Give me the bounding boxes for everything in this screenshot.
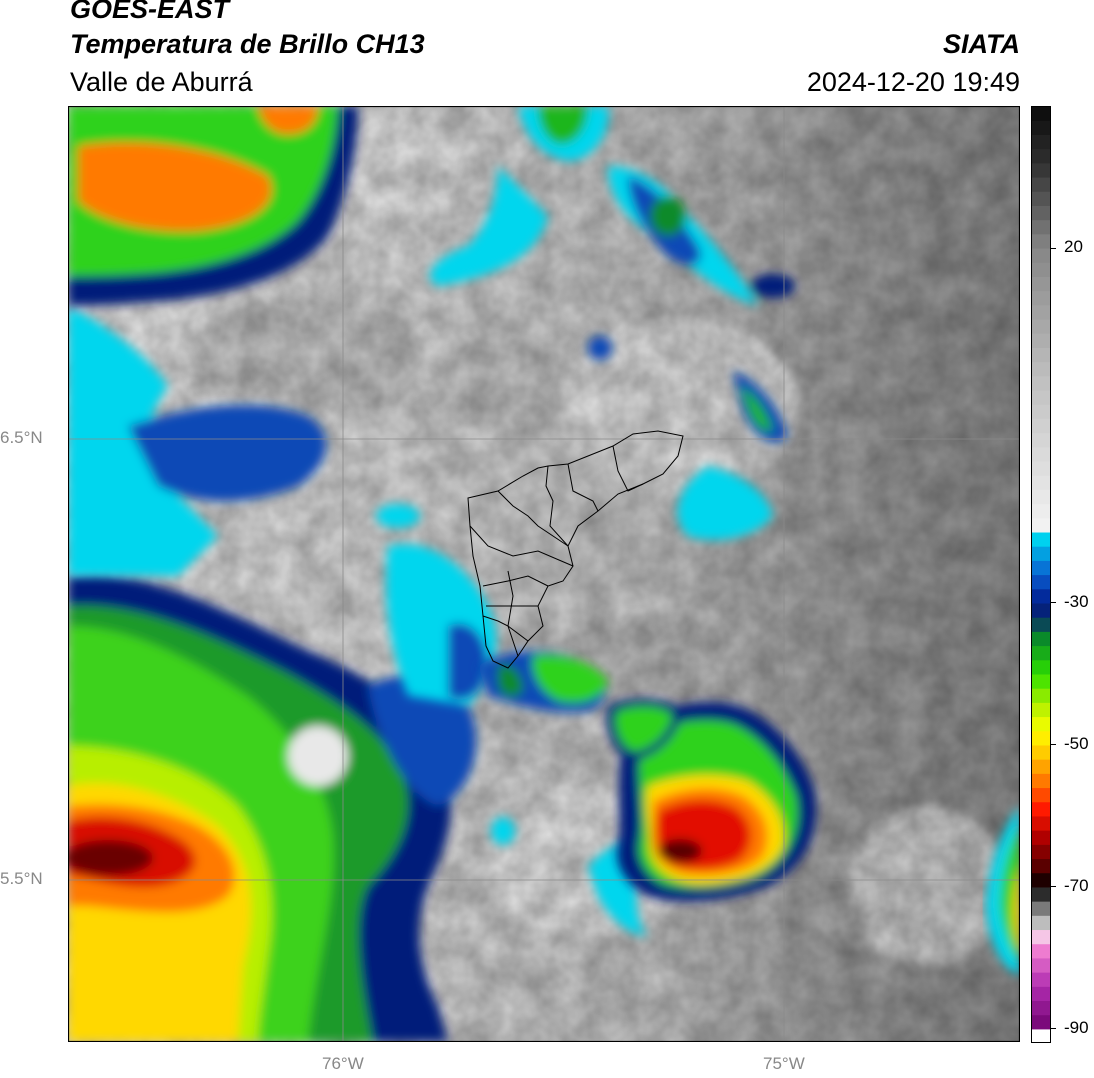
colorbar-segment <box>1031 1028 1051 1043</box>
colorbar-segment <box>1031 233 1051 249</box>
colorbar-tick-mark <box>1051 602 1056 604</box>
colorbar-segment <box>1031 830 1051 845</box>
colorbar-segment <box>1031 247 1051 263</box>
colorbar-segment <box>1031 191 1051 206</box>
colorbar-tick-label: -50 <box>1064 733 1089 753</box>
colorbar-segment <box>1031 787 1051 803</box>
datetime-label: 2024-12-20 19:49 <box>806 67 1020 97</box>
colorbar-segment <box>1031 432 1051 448</box>
colorbar-segment <box>1031 602 1051 618</box>
colorbar-segment <box>1031 901 1051 916</box>
colorbar-segment <box>1031 475 1051 490</box>
colorbar-segment <box>1031 517 1051 533</box>
lat-label-6.5: 6.5°N <box>0 428 43 447</box>
map-frame <box>68 106 1020 1042</box>
colorbar-segment <box>1031 716 1051 732</box>
colorbar-segment <box>1031 872 1051 888</box>
lon-label-76w: 76°W <box>322 1054 364 1073</box>
colorbar-segment <box>1031 162 1051 178</box>
lat-label-5.5: 5.5°N <box>0 869 43 888</box>
cold-cloud-northwest <box>68 106 358 306</box>
colorbar-tick-label: -70 <box>1064 875 1089 895</box>
colorbar-tick-mark <box>1051 247 1056 249</box>
colorbar-segment <box>1031 560 1051 576</box>
brightness-temperature-map <box>68 106 1020 1042</box>
lon-label-75w: 75°W <box>763 1054 805 1073</box>
colorbar-segment <box>1031 773 1051 789</box>
colorbar-segment <box>1031 759 1051 774</box>
temperature-colorbar <box>1031 106 1051 1043</box>
colorbar-tick-label: -90 <box>1064 1017 1089 1037</box>
colorbar-tick-mark <box>1051 1028 1056 1030</box>
colorbar-segment <box>1031 333 1051 348</box>
colorbar-segment <box>1031 503 1051 519</box>
colorbar-segment <box>1031 460 1051 476</box>
colorbar-tick-label: -30 <box>1064 591 1089 611</box>
colorbar-segment <box>1031 106 1051 121</box>
colorbar-segment <box>1031 886 1051 902</box>
channel-subtitle: Temperatura de Brillo CH13 <box>70 29 425 59</box>
graticule <box>68 106 1020 1042</box>
colorbar-segment <box>1031 361 1051 377</box>
colorbar-segment <box>1031 1000 1051 1016</box>
cyan-fringe-west <box>68 306 497 706</box>
colorbar-segment <box>1031 134 1051 150</box>
colorbar-segment <box>1031 844 1051 860</box>
colorbar-segment <box>1031 446 1051 462</box>
colorbar-segment <box>1031 219 1051 235</box>
colorbar-segment <box>1031 858 1051 874</box>
colorbar-segment <box>1031 148 1051 164</box>
colorbar-segment <box>1031 304 1051 320</box>
colorbar-segment <box>1031 730 1051 746</box>
colorbar-tick-mark <box>1051 744 1056 746</box>
colorbar-segment <box>1031 688 1051 703</box>
brand-label: SIATA <box>943 29 1020 59</box>
colorbar-segment <box>1031 702 1051 718</box>
colorbar-segment <box>1031 659 1051 675</box>
product-title: GOES-EAST <box>70 0 230 24</box>
aburra-valley-municipal-boundaries <box>467 430 684 669</box>
region-label: Valle de Aburrá <box>70 67 253 97</box>
colorbar-segment <box>1031 929 1051 945</box>
colorbar-segment <box>1031 205 1051 221</box>
cloud-cells-north <box>376 106 795 845</box>
colorbar-segment <box>1031 318 1051 334</box>
colorbar-segment <box>1031 574 1051 590</box>
colorbar-segment <box>1031 290 1051 306</box>
colorbar-segment <box>1031 645 1051 661</box>
colorbar-segment <box>1031 176 1051 192</box>
colorbar-segment <box>1031 262 1051 277</box>
cold-cloud-west <box>68 574 477 1042</box>
colorbar-segment <box>1031 375 1051 391</box>
storm-cell-east-edge <box>986 806 1020 976</box>
colorbar-segment <box>1031 1014 1051 1030</box>
colorbar-segment <box>1031 276 1051 292</box>
colorbar-tick-label: 20 <box>1064 237 1083 256</box>
colorbar-segment <box>1031 389 1051 405</box>
colorbar-segment <box>1031 915 1051 931</box>
colorbar-segment <box>1031 347 1051 363</box>
colorbar-segment <box>1031 815 1051 831</box>
colorbar-segment <box>1031 801 1051 817</box>
colorbar-segment <box>1031 986 1051 1002</box>
colorbar-segment <box>1031 120 1051 135</box>
colorbar-segment <box>1031 631 1051 647</box>
colorbar-tick-mark <box>1051 886 1056 888</box>
colorbar-segment <box>1031 957 1051 973</box>
colorbar-segment <box>1031 617 1051 632</box>
colorbar-segment <box>1031 531 1051 547</box>
colorbar-segment <box>1031 404 1051 419</box>
colorbar-segment <box>1031 588 1051 604</box>
colorbar-segment <box>1031 744 1051 760</box>
colorbar-segment <box>1031 943 1051 959</box>
colorbar-segment <box>1031 546 1051 561</box>
colorbar-segment <box>1031 972 1051 987</box>
colorbar-segment <box>1031 489 1051 505</box>
colorbar-segment <box>1031 673 1051 689</box>
storm-cell-southeast <box>606 699 816 902</box>
colorbar-frame <box>1031 106 1051 1043</box>
colorbar-segment <box>1031 418 1051 434</box>
